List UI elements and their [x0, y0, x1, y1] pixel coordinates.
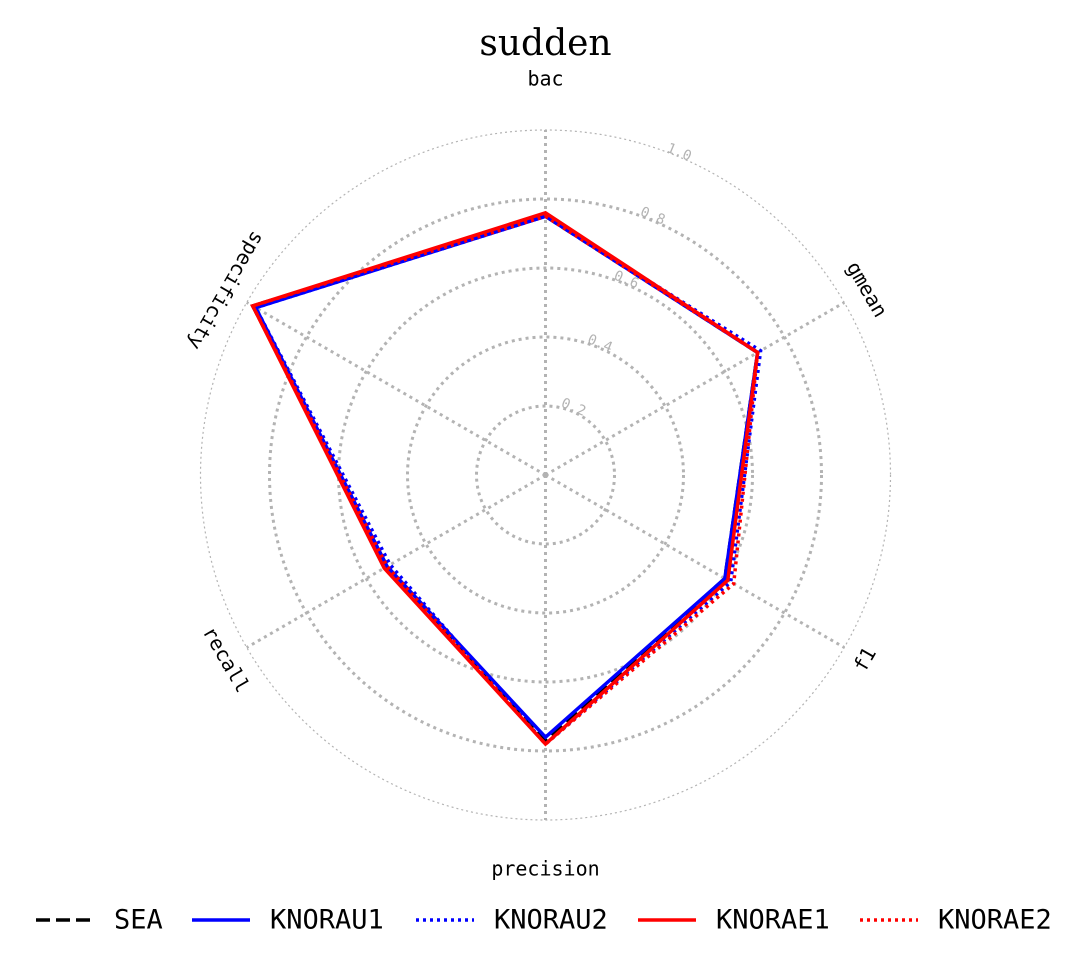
grid-ring [406, 335, 685, 615]
axis-label-recall: recall [198, 622, 255, 697]
axis-label-bac: bac [527, 67, 563, 91]
legend-label-knorau2: KNORAU2 [494, 905, 608, 936]
grid-ring [337, 266, 754, 684]
grid-ring [475, 404, 616, 546]
radar-grid [199, 129, 892, 821]
grid-spoke [245, 301, 547, 477]
series-line-sea [250, 214, 760, 744]
grid-spoke [544, 301, 846, 477]
legend-label-knorae2: KNORAE2 [938, 905, 1052, 936]
radial-tick-label: 1.0 [664, 140, 693, 164]
chart-title: sudden [479, 23, 611, 64]
grid-spoke [245, 473, 547, 649]
legend-label-sea: SEA [114, 905, 163, 936]
grid-spoke [544, 473, 846, 649]
legend-label-knorae1: KNORAE1 [716, 905, 830, 936]
series-line-knorae2 [250, 214, 760, 747]
legend-label-knorau1: KNORAU1 [270, 905, 384, 936]
legend: SEA KNORAU1 KNORAU2 KNORAE1 KNORAE2 [36, 905, 1052, 936]
radar-series [250, 210, 763, 747]
axis-label-precision: precision [491, 857, 599, 881]
radar-tick-labels: 0.20.40.60.81.0 [559, 140, 694, 419]
series-line-knorau2 [253, 214, 763, 747]
axis-label-specificity: specificity [183, 227, 270, 354]
series-line-knorae1 [250, 210, 760, 747]
axis-label-f1: f1 [848, 643, 881, 676]
grid-ring [268, 197, 823, 753]
